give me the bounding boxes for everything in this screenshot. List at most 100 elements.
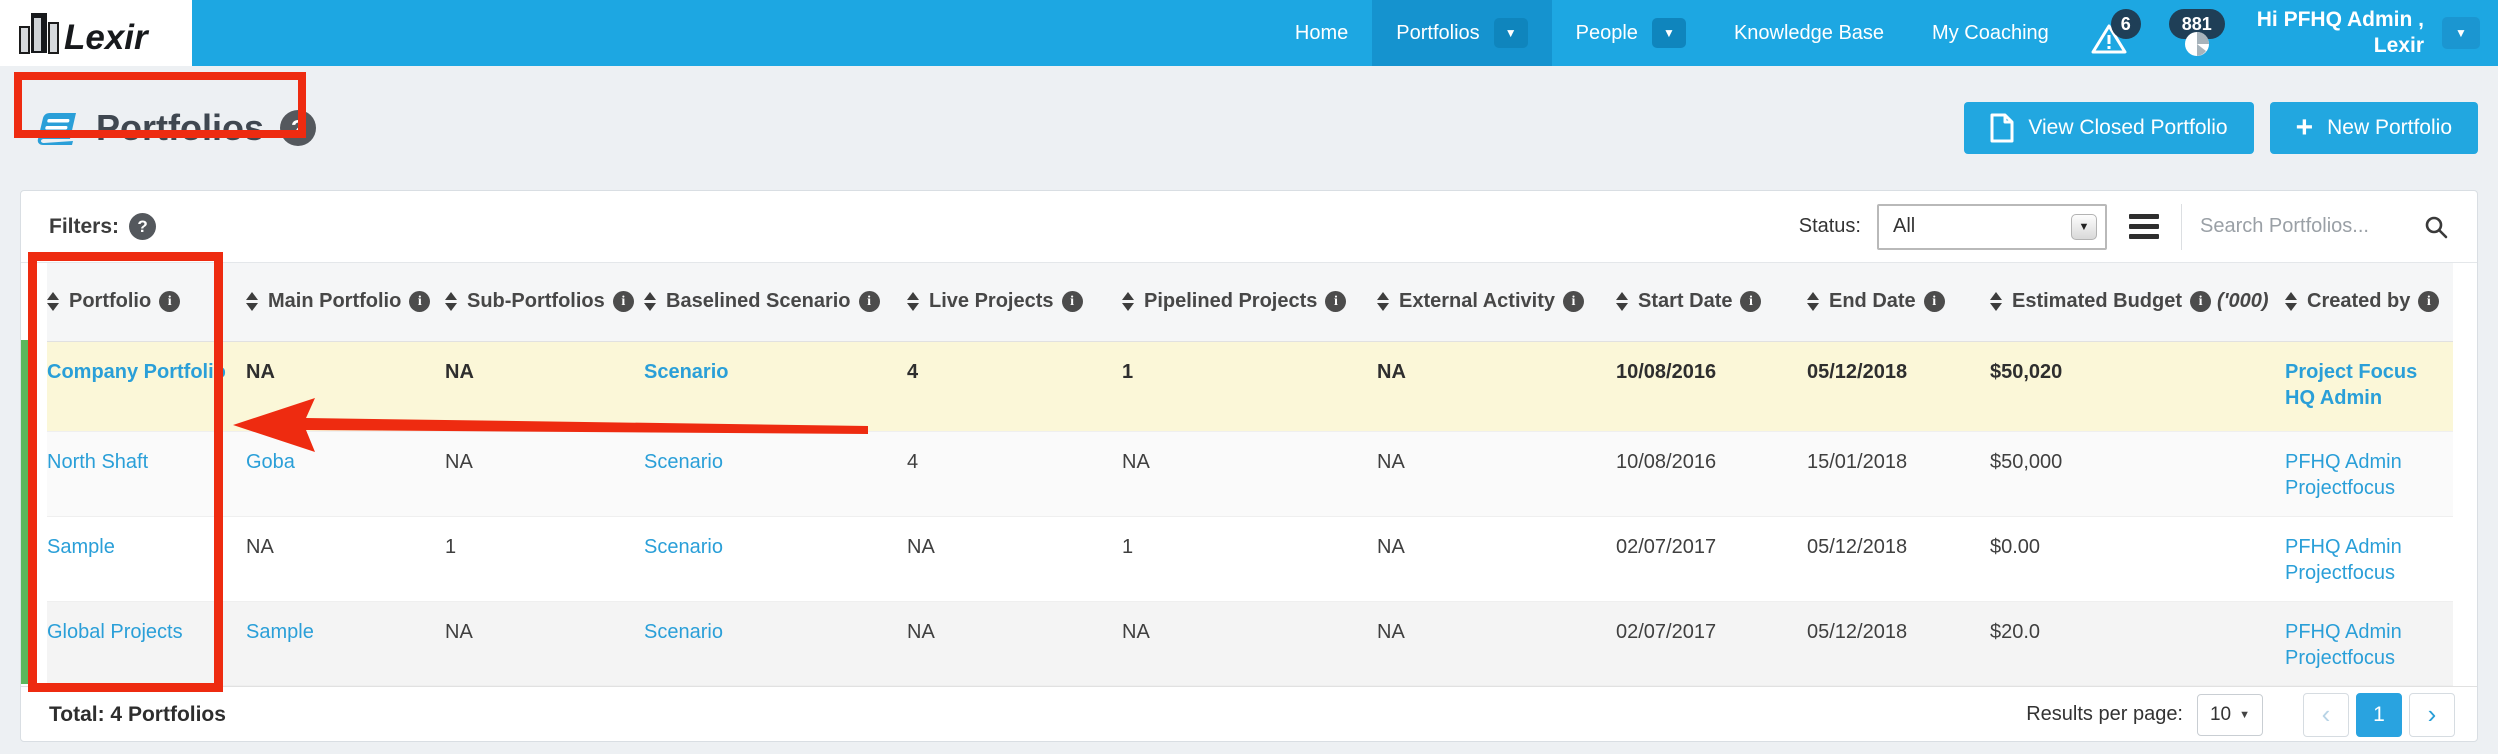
view-closed-portfolio-button[interactable]: View Closed Portfolio xyxy=(1964,102,2254,154)
search-input[interactable] xyxy=(2200,215,2410,238)
help-icon[interactable]: ? xyxy=(280,110,316,146)
filters-bar: Filters: ? Status: All ▼ xyxy=(21,191,2477,263)
column-header-start-date[interactable]: Start Date i xyxy=(1616,263,1807,341)
sort-icon[interactable] xyxy=(1377,292,1389,312)
portfolio-link[interactable]: Company Portfolio xyxy=(47,360,226,383)
sort-icon[interactable] xyxy=(644,292,656,312)
cell-live-projects: NA xyxy=(907,516,1122,601)
sort-icon[interactable] xyxy=(246,292,258,312)
sort-icon[interactable] xyxy=(2285,292,2297,312)
filters-label: Filters: xyxy=(49,214,120,238)
column-header-label: Estimated Budget xyxy=(2012,290,2183,313)
page-title: Portfolios xyxy=(96,107,264,148)
info-icon[interactable]: i xyxy=(858,291,880,313)
filters-help-icon[interactable]: ? xyxy=(129,213,157,240)
new-portfolio-button[interactable]: + New Portfolio xyxy=(2269,102,2478,154)
column-header-portfolio[interactable]: Portfolio i xyxy=(47,263,246,341)
previous-page-button[interactable]: ‹ xyxy=(2303,692,2349,737)
cell-estimated-budget: $0.00 xyxy=(1990,516,2285,601)
status-label: Status: xyxy=(1798,215,1861,237)
cell-link[interactable]: Sample xyxy=(246,620,314,643)
nav-item-portfolios[interactable]: Portfolios ▼ xyxy=(1372,0,1552,66)
sort-icon[interactable] xyxy=(1122,292,1134,312)
chevron-down-icon[interactable]: ▼ xyxy=(1651,18,1686,48)
results-per-page-select[interactable]: 10 ▼ xyxy=(2197,693,2263,736)
column-header-created-by[interactable]: Created by i xyxy=(2285,263,2453,341)
cell-link[interactable]: Scenario xyxy=(644,620,723,643)
sort-icon[interactable] xyxy=(907,292,919,312)
nav-item-people[interactable]: People ▼ xyxy=(1552,0,1710,66)
cell-estimated-budget: $20.0 xyxy=(1990,601,2285,685)
cell-link[interactable]: Project Focus HQ Admin xyxy=(2285,360,2418,409)
cell-link[interactable]: Scenario xyxy=(644,450,723,473)
cell-link[interactable]: Scenario xyxy=(644,360,729,383)
info-icon[interactable]: i xyxy=(2190,291,2212,313)
cell-sub-portfolios: 1 xyxy=(445,516,644,601)
user-menu-chevron-icon[interactable]: ▼ xyxy=(2442,17,2480,49)
top-navbar: Lexir Home Portfolios ▼ People ▼ Knowled… xyxy=(0,0,2498,66)
cell-live-projects: 4 xyxy=(907,431,1122,516)
sort-icon[interactable] xyxy=(47,292,59,312)
column-header-live-projects[interactable]: Live Projects i xyxy=(907,263,1122,341)
cell-baselined-scenario: Scenario xyxy=(644,341,907,431)
info-icon[interactable]: i xyxy=(2418,291,2440,313)
pending-actions-indicator[interactable]: 881 xyxy=(2165,9,2229,57)
column-header-label: Live Projects xyxy=(929,290,1054,313)
cell-link[interactable]: PFHQ Admin Projectfocus xyxy=(2285,450,2402,499)
current-page-button[interactable]: 1 xyxy=(2356,692,2402,737)
info-icon[interactable]: i xyxy=(1923,291,1945,313)
results-per-page-label: Results per page: xyxy=(2026,703,2183,725)
portfolio-link[interactable]: Global Projects xyxy=(47,620,183,643)
document-icon xyxy=(1990,113,2014,143)
info-icon[interactable]: i xyxy=(1061,291,1083,313)
info-icon[interactable]: i xyxy=(1563,291,1584,313)
cell-link[interactable]: Scenario xyxy=(644,535,723,558)
app-logo[interactable]: Lexir xyxy=(0,0,192,66)
cell-main-portfolio: Goba xyxy=(246,431,445,516)
cell-end-date: 15/01/2018 xyxy=(1807,431,1990,516)
cell-value: $0.00 xyxy=(1990,535,2041,558)
nav-item-my-coaching[interactable]: My Coaching xyxy=(1908,0,2073,66)
cell-value: NA xyxy=(907,535,935,558)
cell-value: NA xyxy=(246,360,275,383)
cell-value: 05/12/2018 xyxy=(1807,360,1908,383)
info-icon[interactable]: i xyxy=(1740,291,1762,313)
info-icon[interactable]: i xyxy=(612,291,634,313)
cell-estimated-budget: $50,000 xyxy=(1990,431,2285,516)
cell-value: NA xyxy=(1377,450,1405,473)
table-row: Sample NA 1 Scenario NA 1 NA 02/07/2017 05/12/20… xyxy=(47,516,2453,601)
status-select[interactable]: All ▼ xyxy=(1877,203,2107,250)
cell-link[interactable]: PFHQ Admin Projectfocus xyxy=(2285,535,2402,584)
column-header-pipelined-projects[interactable]: Pipelined Projects i xyxy=(1122,263,1377,341)
sort-icon[interactable] xyxy=(445,292,457,312)
column-header-main-portfolio[interactable]: Main Portfolio i xyxy=(246,263,445,341)
column-header-estimated-budget[interactable]: Estimated Budget i ('000) xyxy=(1990,263,2285,341)
chevron-down-icon[interactable]: ▼ xyxy=(1493,18,1528,48)
search-icon[interactable] xyxy=(2424,215,2448,239)
column-header-external-activity[interactable]: External Activity i xyxy=(1377,263,1616,341)
alerts-indicator[interactable]: 6 xyxy=(2091,9,2141,57)
sort-icon[interactable] xyxy=(1990,292,2002,312)
info-icon[interactable]: i xyxy=(1325,291,1347,313)
sort-icon[interactable] xyxy=(1807,292,1819,312)
column-header-label: End Date xyxy=(1829,290,1916,313)
portfolio-link[interactable]: North Shaft xyxy=(47,450,149,473)
sort-icon[interactable] xyxy=(1616,292,1628,312)
column-header-label: Pipelined Projects xyxy=(1144,290,1318,313)
nav-item-knowledge-base[interactable]: Knowledge Base xyxy=(1710,0,1908,66)
table-footer: Total: 4 Portfolios Results per page: 10… xyxy=(21,685,2477,743)
next-page-button[interactable]: › xyxy=(2409,692,2455,737)
info-icon[interactable]: i xyxy=(409,291,431,313)
portfolio-link[interactable]: Sample xyxy=(47,535,115,558)
chevron-down-icon: ▼ xyxy=(2239,708,2251,721)
cell-created-by: PFHQ Admin Projectfocus xyxy=(2285,601,2453,685)
cell-portfolio: Company Portfolio xyxy=(47,341,246,431)
column-header-end-date[interactable]: End Date i xyxy=(1807,263,1990,341)
column-header-sub-portfolios[interactable]: Sub-Portfolios i xyxy=(445,263,644,341)
column-header-baselined-scenario[interactable]: Baselined Scenario i xyxy=(644,263,907,341)
column-menu-icon[interactable] xyxy=(2129,214,2159,239)
cell-link[interactable]: Goba xyxy=(246,450,295,473)
info-icon[interactable]: i xyxy=(159,291,181,313)
cell-link[interactable]: PFHQ Admin Projectfocus xyxy=(2285,620,2402,669)
nav-item-home[interactable]: Home xyxy=(1271,0,1372,66)
